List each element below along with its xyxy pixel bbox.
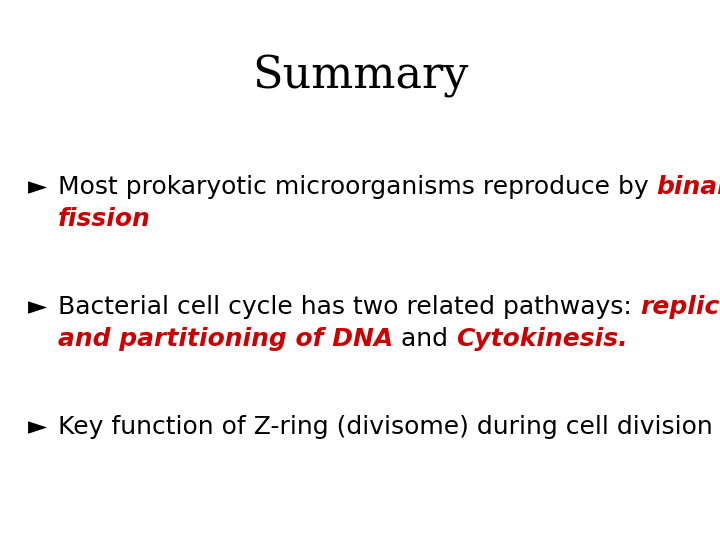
Text: Cytokinesis.: Cytokinesis.: [456, 327, 628, 351]
Text: and: and: [393, 327, 456, 351]
Text: ►: ►: [28, 175, 48, 199]
Text: and partitioning of DNA: and partitioning of DNA: [58, 327, 393, 351]
Text: Most prokaryotic microorganisms reproduce by: Most prokaryotic microorganisms reproduc…: [58, 175, 657, 199]
Text: Summary: Summary: [252, 55, 468, 98]
Text: Key function of Z-ring (divisome) during cell division: Key function of Z-ring (divisome) during…: [58, 415, 713, 439]
Text: binary: binary: [657, 175, 720, 199]
Text: ►: ►: [28, 415, 48, 439]
Text: fission: fission: [58, 207, 150, 231]
Text: replication: replication: [640, 295, 720, 319]
Text: ►: ►: [28, 295, 48, 319]
Text: Bacterial cell cycle has two related pathways:: Bacterial cell cycle has two related pat…: [58, 295, 640, 319]
